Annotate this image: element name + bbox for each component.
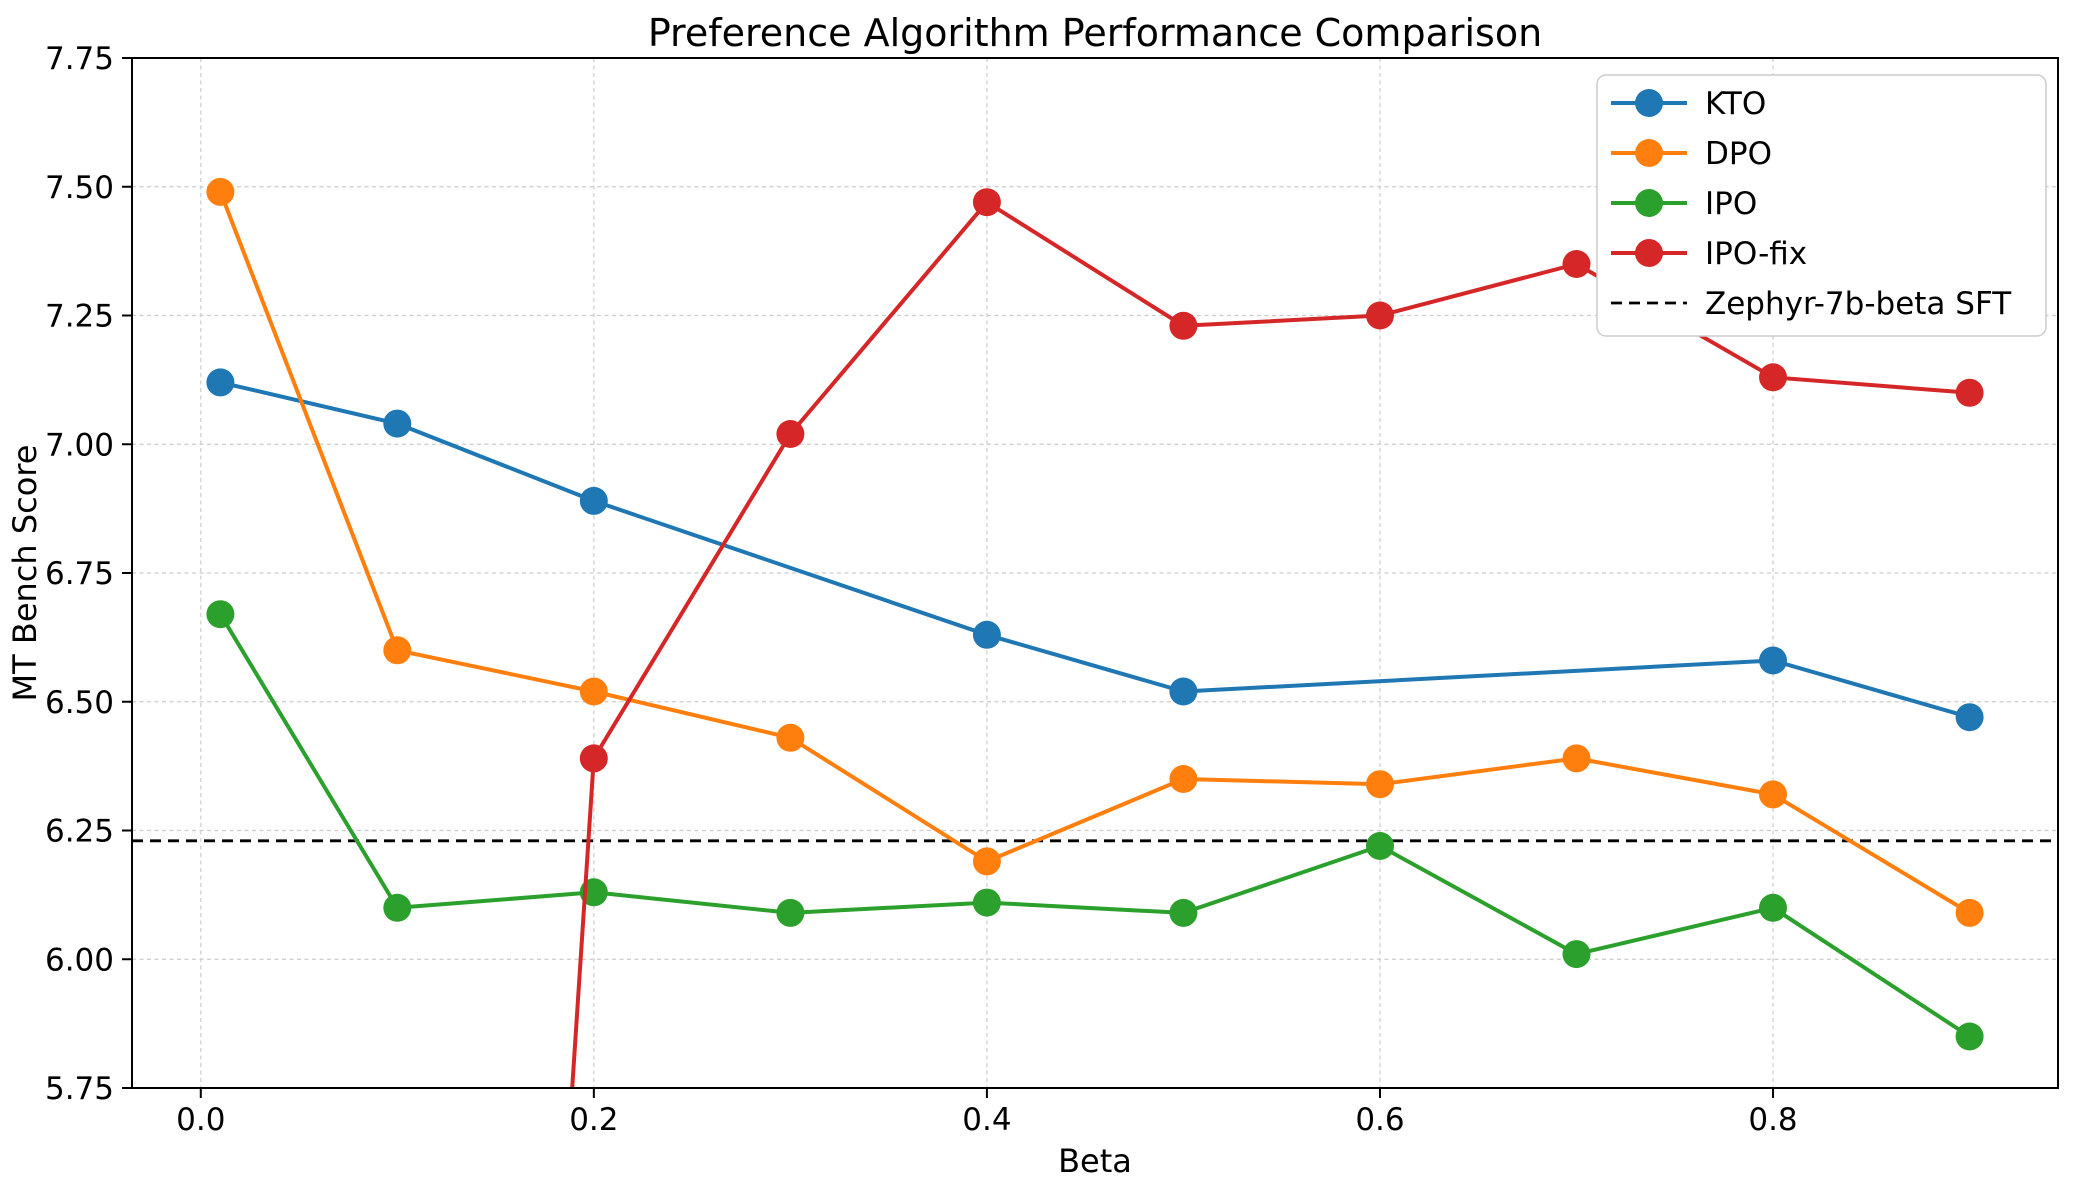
legend-marker-swatch bbox=[1635, 189, 1663, 217]
ipo-marker bbox=[972, 888, 1001, 917]
kto-marker bbox=[1955, 703, 1984, 732]
legend-item-ipo: IPO bbox=[1611, 186, 1757, 222]
x-tick-label: 0.0 bbox=[176, 1102, 225, 1138]
x-tick-label: 0.2 bbox=[569, 1102, 618, 1138]
y-tick-label: 5.75 bbox=[45, 1071, 114, 1107]
dpo-marker bbox=[206, 177, 235, 206]
kto-marker bbox=[579, 486, 608, 515]
series-layer bbox=[206, 177, 1984, 1089]
ipo-marker bbox=[1759, 893, 1787, 922]
legend: KTO DPO IPO IPO-fix Zephyr-7b-beta SFT bbox=[1596, 74, 2047, 337]
legend-marker-swatch bbox=[1635, 139, 1663, 167]
ipo-line bbox=[218, 613, 1971, 1039]
x-axis-label: Beta bbox=[1058, 1142, 1132, 1180]
dpo-marker bbox=[972, 847, 1001, 876]
legend-marker-swatch bbox=[1635, 239, 1663, 267]
dpo-line bbox=[218, 191, 1971, 915]
y-axis-label: MT Bench Score bbox=[6, 445, 44, 702]
legend-item-zephyr-7b-beta-sft: Zephyr-7b-beta SFT bbox=[1611, 286, 2012, 322]
ipo-marker bbox=[383, 893, 412, 922]
dpo-marker bbox=[776, 723, 805, 752]
dpo-marker bbox=[1169, 765, 1198, 793]
ipo-marker bbox=[1955, 1022, 1984, 1051]
legend-marker-swatch bbox=[1635, 89, 1663, 117]
ipo-fix-marker bbox=[579, 744, 608, 773]
ipo-marker bbox=[1169, 898, 1198, 927]
kto-marker bbox=[1759, 646, 1787, 675]
ipo-fix-marker bbox=[776, 420, 805, 448]
ipo-fix-marker bbox=[1955, 378, 1984, 407]
legend-label: Zephyr-7b-beta SFT bbox=[1705, 286, 2012, 322]
y-tick-label: 6.00 bbox=[45, 942, 114, 978]
ipo-fix-marker bbox=[1562, 250, 1591, 278]
legend-label: KTO bbox=[1705, 86, 1766, 122]
x-tick-label: 0.6 bbox=[1355, 1102, 1404, 1138]
ipo-fix-marker bbox=[1169, 311, 1198, 340]
legend-label: IPO bbox=[1705, 186, 1757, 222]
kto-marker bbox=[206, 368, 235, 397]
chart-title: Preference Algorithm Performance Compari… bbox=[648, 11, 1542, 55]
dpo-marker bbox=[383, 636, 412, 665]
kto-marker bbox=[1169, 677, 1198, 706]
kto-marker bbox=[383, 409, 412, 438]
dpo-marker bbox=[1562, 744, 1591, 773]
legend-label: IPO-fix bbox=[1705, 236, 1807, 272]
plot-border bbox=[131, 57, 2059, 1089]
y-tick-label: 6.25 bbox=[45, 814, 114, 850]
legend-label: DPO bbox=[1705, 136, 1772, 172]
x-tick-label: 0.4 bbox=[962, 1102, 1011, 1138]
x-tick-label: 0.8 bbox=[1748, 1102, 1797, 1138]
dpo-marker bbox=[1955, 898, 1984, 927]
legend-item-ipo-fix: IPO-fix bbox=[1611, 236, 1807, 272]
ipo-fix-marker bbox=[972, 188, 1001, 217]
ipo-fix-marker bbox=[1366, 301, 1394, 330]
y-tick-label: 6.50 bbox=[45, 685, 114, 721]
dpo-marker bbox=[1759, 780, 1787, 809]
ipo-marker bbox=[206, 600, 235, 629]
ipo-marker bbox=[776, 898, 805, 927]
y-tick-label: 7.75 bbox=[45, 41, 114, 77]
legend-box bbox=[1596, 74, 2047, 337]
dpo-marker bbox=[1366, 770, 1394, 799]
legend-item-kto: KTO bbox=[1611, 86, 1766, 122]
y-tick-label: 6.75 bbox=[45, 556, 114, 592]
axes-layer: 0.0 0.2 0.4 0.6 0.8 5.75 6.00 6.25 6.50 6.75 7.00 7… bbox=[45, 41, 2059, 1138]
y-tick-label: 7.25 bbox=[45, 299, 114, 335]
ipo-marker bbox=[1562, 940, 1591, 969]
kto-marker bbox=[972, 620, 1001, 649]
dpo-marker bbox=[579, 677, 608, 706]
y-tick-label: 7.00 bbox=[45, 427, 114, 463]
ipo-marker bbox=[1366, 832, 1394, 860]
ipo-fix-marker bbox=[1759, 363, 1787, 392]
legend-item-dpo: DPO bbox=[1611, 136, 1772, 172]
y-tick-label: 7.50 bbox=[45, 170, 114, 206]
